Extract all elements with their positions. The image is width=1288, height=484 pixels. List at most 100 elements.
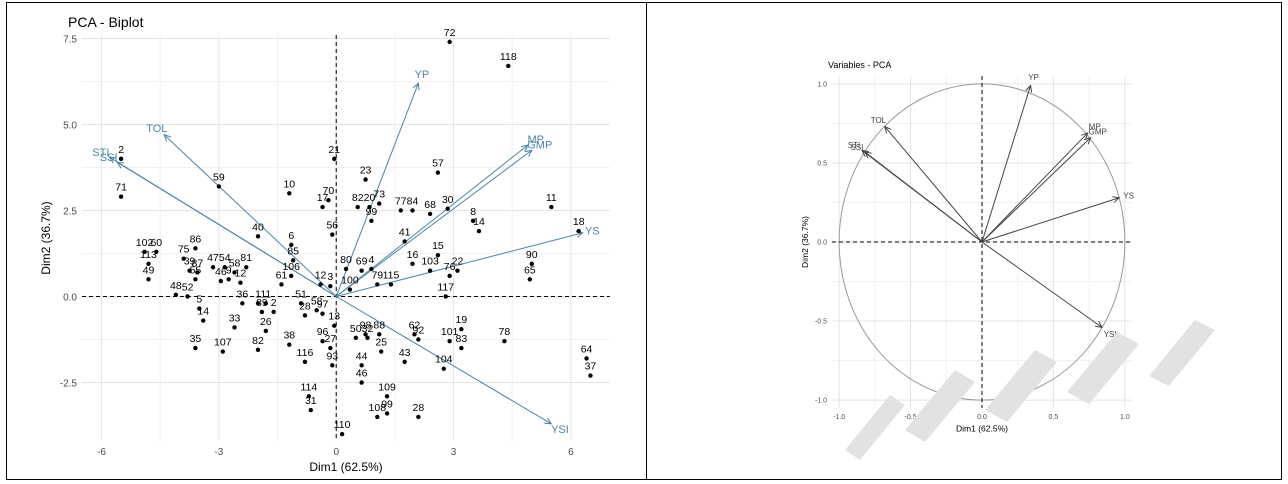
point-label-5: 5 [196, 294, 202, 306]
point-107 [220, 349, 225, 354]
point-label-28: 28 [413, 402, 425, 414]
arrow-tol [163, 134, 337, 297]
variables-panel: -1.0 -0.5 0.0 0.5 1.0 -1.0 -0.5 0.0 0.5 1.0 Dim1 (… [648, 3, 1280, 479]
point-89 [259, 309, 265, 315]
point-23 [363, 177, 368, 182]
point-9 [226, 277, 231, 282]
arrowhead-tol [163, 133, 171, 142]
panel-divider [646, 2, 647, 480]
point-label-28: 28 [299, 300, 311, 312]
point-64 [584, 356, 589, 361]
arrowhead-ysi [544, 417, 553, 425]
point-label-3: 3 [327, 271, 333, 283]
point-label-4: 4 [369, 254, 375, 266]
figure-frame [6, 2, 1282, 480]
point-label-86: 86 [190, 233, 202, 245]
arrowhead-ys [1112, 196, 1121, 203]
point-label-87: 87 [192, 257, 204, 269]
point-label-82: 82 [352, 192, 364, 204]
point-60 [154, 249, 159, 254]
point-label-51: 51 [295, 288, 307, 300]
point-92 [416, 337, 421, 342]
point-12 [318, 282, 323, 287]
arrow-yp [335, 82, 419, 297]
point-label-98: 98 [360, 319, 372, 331]
point-label-44: 44 [356, 350, 368, 362]
point-38 [287, 342, 292, 347]
arrow-mp [335, 144, 529, 297]
point-label-96: 96 [317, 326, 329, 338]
point-87 [195, 270, 200, 275]
point-41 [402, 239, 407, 244]
x-tick-label: 0 [333, 447, 339, 458]
point-label-79: 79 [371, 269, 383, 281]
point-label-61: 61 [276, 269, 288, 281]
arrow-label-ys: YS [585, 225, 600, 237]
plot-area [82, 35, 610, 441]
point-label-2: 2 [271, 297, 277, 309]
arrowhead-mp [1080, 132, 1089, 140]
arrow-ssi [116, 161, 337, 297]
arrow-label-gmp: GMP [527, 139, 552, 151]
point-116 [302, 359, 308, 365]
y-axis-title: Dim2 (36.7%) [39, 201, 53, 274]
point-11 [263, 301, 269, 306]
arrow-label-sti: STI [848, 141, 860, 150]
point-label-64: 64 [581, 343, 593, 355]
point-100 [347, 287, 353, 292]
arrowhead-ssi [116, 161, 125, 169]
point-16 [410, 261, 415, 267]
point-label-88: 88 [373, 319, 385, 331]
point-label-84: 84 [407, 195, 419, 207]
point-label-60: 60 [150, 237, 162, 249]
y-tick-label: 0.0 [63, 292, 77, 303]
point-label-12: 12 [235, 268, 247, 280]
point-label-41: 41 [399, 226, 411, 238]
point-label-77: 77 [395, 195, 407, 207]
point-label-113: 113 [140, 249, 157, 261]
point-52 [185, 294, 190, 299]
point-label-72: 72 [444, 27, 456, 39]
point-label-92: 92 [413, 325, 425, 337]
arrow-label-ysi: YSI [551, 424, 569, 436]
point-82 [255, 347, 261, 353]
arrow-label-yp: YP [415, 69, 430, 81]
point-48 [173, 292, 179, 297]
point-label-1: 1 [255, 288, 261, 300]
point-label-68: 68 [424, 199, 436, 211]
point-14 [476, 228, 482, 234]
point-58 [314, 308, 319, 313]
y-tick-label: 1.0 [817, 81, 827, 88]
point-72 [447, 39, 452, 45]
point-15 [435, 253, 441, 258]
point-label-62: 62 [409, 319, 421, 331]
point-label-38: 38 [283, 330, 295, 342]
point-label-6: 6 [288, 230, 294, 242]
arrowhead-ysi [1095, 320, 1103, 329]
arrow-label-ssi: SSI [850, 143, 863, 152]
point-label-18: 18 [573, 216, 585, 228]
arrow-label-mp: MP [527, 134, 544, 146]
point-label-46: 46 [356, 368, 368, 380]
point-4 [369, 266, 374, 272]
point-27 [328, 345, 333, 351]
point-85 [291, 258, 296, 263]
point-label-110: 110 [334, 419, 351, 431]
point-label-36: 36 [237, 288, 249, 300]
point-20 [367, 204, 372, 210]
chart-title: PCA - Biplot [68, 14, 144, 30]
y-tick-label: -2.5 [60, 379, 78, 390]
point-label-81: 81 [240, 252, 252, 264]
x-tick-label: 3 [451, 447, 457, 458]
x-tick-label: 6 [568, 447, 574, 458]
point-81 [244, 265, 249, 270]
point-label-9: 9 [226, 264, 232, 276]
point-96 [320, 339, 325, 344]
point-28 [416, 414, 421, 420]
point-101 [447, 339, 452, 344]
point-54 [222, 265, 227, 270]
point-77 [398, 208, 403, 213]
point-99 [369, 218, 374, 223]
point-11 [549, 204, 554, 210]
